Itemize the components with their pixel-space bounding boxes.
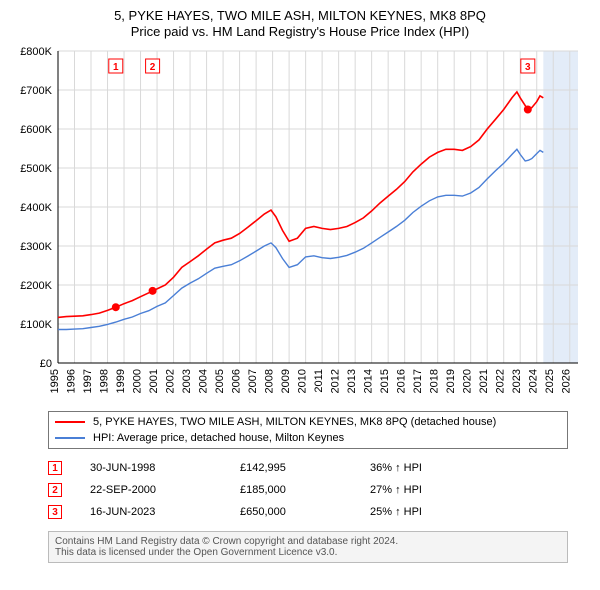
chart-title-address: 5, PYKE HAYES, TWO MILE ASH, MILTON KEYN… — [10, 8, 590, 23]
svg-text:1998: 1998 — [99, 369, 111, 393]
svg-text:£0: £0 — [40, 358, 52, 370]
sale-delta-vs-hpi: 27% ↑ HPI — [370, 484, 490, 496]
svg-text:2019: 2019 — [445, 369, 457, 393]
svg-text:2015: 2015 — [379, 369, 391, 393]
svg-text:3: 3 — [525, 62, 531, 73]
svg-text:2005: 2005 — [214, 369, 226, 393]
sale-date: 16-JUN-2023 — [90, 506, 240, 518]
svg-text:2001: 2001 — [148, 369, 160, 393]
legend-swatch — [55, 437, 85, 439]
sale-row: 2 22-SEP-2000£185,00027% ↑ HPI — [48, 479, 568, 501]
legend-item: 5, PYKE HAYES, TWO MILE ASH, MILTON KEYN… — [55, 414, 561, 430]
svg-text:1: 1 — [113, 62, 119, 73]
legend: 5, PYKE HAYES, TWO MILE ASH, MILTON KEYN… — [48, 411, 568, 449]
svg-text:£800K: £800K — [20, 46, 52, 58]
svg-text:2: 2 — [150, 62, 156, 73]
attribution-box: Contains HM Land Registry data © Crown c… — [48, 531, 568, 563]
svg-text:1997: 1997 — [82, 369, 94, 393]
sale-marker: 1 — [48, 461, 62, 475]
svg-text:£600K: £600K — [20, 124, 52, 136]
svg-text:1999: 1999 — [115, 369, 127, 393]
sale-date: 22-SEP-2000 — [90, 484, 240, 496]
svg-text:2014: 2014 — [363, 369, 375, 393]
legend-item: HPI: Average price, detached house, Milt… — [55, 430, 561, 446]
svg-text:2025: 2025 — [544, 369, 556, 393]
svg-text:2006: 2006 — [231, 369, 243, 393]
svg-text:2007: 2007 — [247, 369, 259, 393]
sales-table: 1 30-JUN-1998£142,99536% ↑ HPI 2 22-SEP-200… — [48, 457, 568, 523]
svg-text:2002: 2002 — [165, 369, 177, 393]
sale-price: £185,000 — [240, 484, 370, 496]
svg-text:£100K: £100K — [20, 319, 52, 331]
legend-label: 5, PYKE HAYES, TWO MILE ASH, MILTON KEYN… — [93, 416, 496, 428]
svg-text:2023: 2023 — [511, 369, 523, 393]
svg-text:2010: 2010 — [297, 369, 309, 393]
svg-text:£200K: £200K — [20, 280, 52, 292]
svg-text:£700K: £700K — [20, 85, 52, 97]
svg-text:2017: 2017 — [412, 369, 424, 393]
svg-text:1996: 1996 — [66, 369, 78, 393]
svg-text:2004: 2004 — [198, 369, 210, 393]
svg-text:2003: 2003 — [181, 369, 193, 393]
svg-text:2000: 2000 — [132, 369, 144, 393]
sale-delta-vs-hpi: 25% ↑ HPI — [370, 506, 490, 518]
sale-delta-vs-hpi: 36% ↑ HPI — [370, 462, 490, 474]
svg-text:2013: 2013 — [346, 369, 358, 393]
svg-text:2021: 2021 — [478, 369, 490, 393]
svg-text:2011: 2011 — [313, 369, 325, 393]
price-chart: £0 £100K £200K £300K £400K £500K £600K £700K £80… — [10, 45, 590, 405]
svg-text:2022: 2022 — [495, 369, 507, 393]
sale-price: £650,000 — [240, 506, 370, 518]
sale-marker: 3 — [48, 505, 62, 519]
svg-text:2016: 2016 — [396, 369, 408, 393]
svg-text:2018: 2018 — [429, 369, 441, 393]
sale-marker: 2 — [48, 483, 62, 497]
chart-subtitle: Price paid vs. HM Land Registry's House … — [10, 24, 590, 39]
sale-row: 1 30-JUN-1998£142,99536% ↑ HPI — [48, 457, 568, 479]
sale-price: £142,995 — [240, 462, 370, 474]
sale-row: 3 16-JUN-2023£650,00025% ↑ HPI — [48, 501, 568, 523]
svg-text:2008: 2008 — [264, 369, 276, 393]
svg-text:2009: 2009 — [280, 369, 292, 393]
svg-text:£400K: £400K — [20, 202, 52, 214]
svg-text:2012: 2012 — [330, 369, 342, 393]
svg-text:1995: 1995 — [49, 369, 61, 393]
svg-text:£500K: £500K — [20, 163, 52, 175]
svg-text:2024: 2024 — [528, 369, 540, 393]
legend-swatch — [55, 421, 85, 423]
svg-text:2020: 2020 — [462, 369, 474, 393]
svg-text:2026: 2026 — [561, 369, 573, 393]
attribution-line: Contains HM Land Registry data © Crown c… — [55, 536, 561, 547]
legend-label: HPI: Average price, detached house, Milt… — [93, 432, 344, 444]
sale-date: 30-JUN-1998 — [90, 462, 240, 474]
attribution-line: This data is licensed under the Open Gov… — [55, 547, 561, 558]
svg-text:£300K: £300K — [20, 241, 52, 253]
